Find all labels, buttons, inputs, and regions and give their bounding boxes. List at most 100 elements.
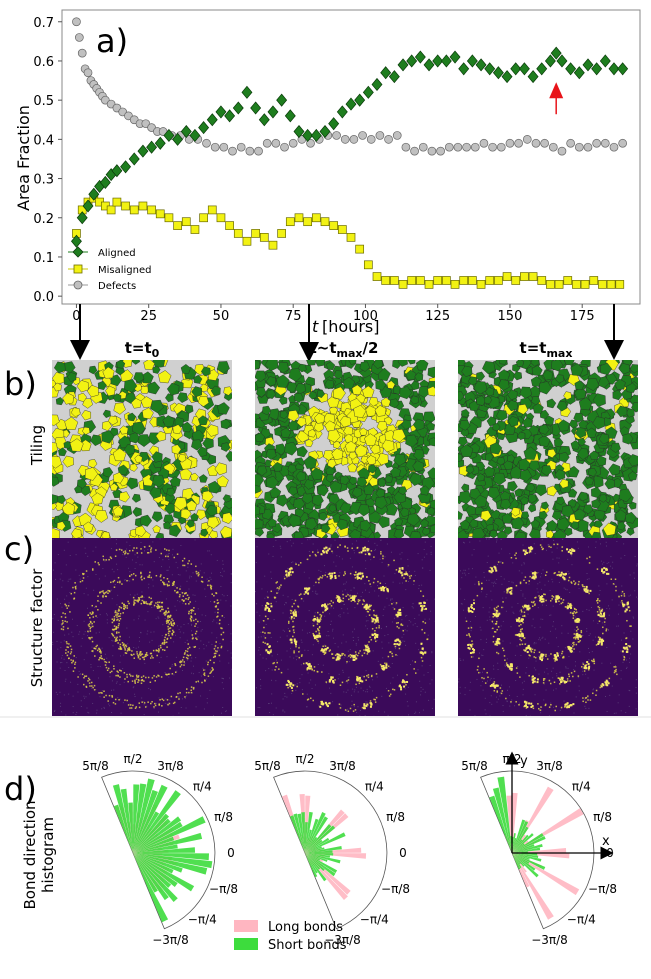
polar-tick-label: 0 [399, 846, 407, 860]
point-aligned [362, 85, 374, 99]
point-defects [384, 135, 393, 144]
svg-text:Aligned: Aligned [98, 248, 136, 259]
polar-tick-label: 5π/8 [254, 759, 281, 773]
legend-item-misaligned: Misaligned [68, 264, 152, 276]
polar-tick-label: π/4 [193, 780, 212, 794]
axis-x-label: x [602, 834, 610, 849]
panel-label-a: a) [96, 22, 128, 60]
point-misaligned [259, 233, 269, 242]
point-aligned [617, 62, 629, 76]
point-misaligned [242, 236, 252, 246]
time-arrows [70, 304, 624, 362]
point-misaligned [121, 201, 130, 211]
point-defects [470, 142, 480, 152]
point-aligned [180, 124, 192, 139]
x-tick-labels: 0 25 50 75 100 125 150 175 [72, 304, 595, 324]
point-misaligned [311, 213, 321, 223]
x-axis-label: t [hours] [312, 317, 379, 336]
polar-tick-label: −3π/8 [531, 933, 568, 947]
series-defects [72, 17, 628, 156]
point-misaligned [546, 280, 555, 289]
column-title-2: t=tmax [520, 339, 573, 360]
point-aligned [146, 140, 158, 154]
point-defects [77, 48, 87, 58]
point-defects [566, 138, 575, 148]
point-aligned [449, 50, 461, 64]
point-aligned [284, 109, 296, 123]
point-misaligned [346, 233, 356, 242]
point-aligned [224, 109, 236, 123]
point-defects [236, 142, 246, 152]
point-misaligned [450, 280, 460, 289]
legend-d: Long bonds Short bonds [234, 920, 347, 953]
point-defects [358, 131, 367, 140]
point-defects [401, 142, 411, 152]
point-aligned [432, 54, 444, 68]
point-aligned [423, 58, 435, 72]
point-defects [600, 138, 610, 148]
y-tick-label: 0.6 [33, 55, 54, 70]
column-title-0: t=t0 [125, 339, 160, 360]
point-defects [453, 142, 463, 152]
point-misaligned [433, 276, 443, 285]
polar-tick-label: π/4 [365, 780, 384, 794]
point-aligned [440, 54, 452, 68]
point-misaligned [251, 229, 260, 238]
point-aligned [573, 66, 585, 80]
polar-tick-label: −3π/8 [152, 933, 189, 947]
polar-tick-label: −π/4 [360, 912, 389, 926]
point-misaligned [476, 280, 486, 289]
column-title-1: t~tmax/2 [310, 339, 379, 360]
bond-histogram-2: 5π/8π/23π/8π/4π/80−π/8−π/4−3π/8xy [461, 751, 617, 947]
point-misaligned [502, 272, 512, 281]
polar-tick-label: −π/4 [567, 912, 596, 926]
point-misaligned [268, 240, 278, 250]
row-label-tiling: Tiling [28, 425, 46, 466]
point-misaligned [598, 280, 607, 289]
point-aligned [198, 121, 210, 135]
point-defects [228, 146, 237, 156]
point-aligned [163, 128, 175, 142]
legend-item-defects: Defects [68, 280, 136, 292]
point-misaligned [459, 276, 469, 285]
point-defects [72, 17, 81, 27]
polar-tick-label: π/8 [214, 810, 233, 824]
y-axis-label: Area Fraction [14, 105, 33, 211]
point-defects [202, 138, 211, 148]
point-aligned [345, 97, 357, 111]
point-defects [262, 138, 272, 148]
y-tick-label: 0.2 [33, 212, 54, 227]
point-defects [531, 138, 541, 148]
point-aligned [137, 144, 149, 158]
point-defects [557, 146, 567, 156]
point-misaligned [199, 213, 208, 223]
point-misaligned [320, 217, 330, 227]
point-misaligned [363, 260, 373, 270]
x-tick-label: 100 [353, 309, 378, 324]
point-aligned [70, 234, 82, 248]
point-aligned [189, 128, 201, 142]
point-misaligned [329, 221, 339, 230]
point-misaligned [294, 213, 304, 223]
polar-tick-label: 3π/8 [329, 759, 356, 773]
bond-histogram-1: 5π/8 π/2 3π/8 π/4 π/8 0 −π/8 −π/4 −3π/8 [254, 752, 410, 947]
polar-tick-label: 0 [227, 846, 235, 860]
svg-text:Defects: Defects [98, 281, 136, 292]
point-aligned [527, 70, 539, 84]
point-defects [219, 142, 229, 152]
point-aligned [475, 58, 487, 72]
point-defects [583, 142, 593, 152]
point-defects [427, 146, 437, 156]
point-misaligned [381, 276, 391, 285]
point-aligned [128, 152, 140, 166]
tiling-image-2 [458, 360, 638, 538]
x-tick-label: 50 [213, 309, 230, 324]
polar-tick-label: −π/8 [209, 882, 238, 896]
point-defects [522, 135, 532, 144]
point-misaligned [485, 276, 495, 285]
point-aligned [293, 124, 305, 139]
point-aligned [99, 175, 111, 190]
point-misaligned [355, 244, 365, 254]
point-aligned [406, 54, 418, 68]
point-aligned [82, 199, 94, 213]
